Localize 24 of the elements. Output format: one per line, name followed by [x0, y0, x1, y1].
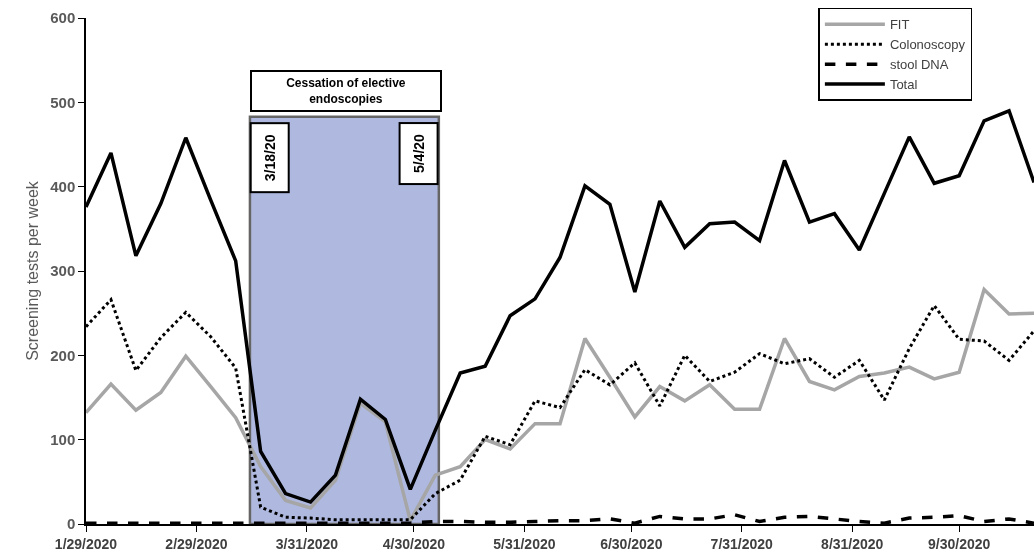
y-tick-label: 100 — [50, 430, 76, 448]
y-tick-label: 600 — [50, 9, 76, 27]
band-label: Cessation of elective endoscopies — [286, 76, 406, 106]
y-tick-label: 500 — [50, 93, 76, 111]
y-axis-title: Screening tests per week — [23, 180, 41, 361]
legend-label: stool DNA — [889, 57, 949, 73]
x-tick-label: 3/31/2020 — [275, 535, 339, 552]
annotation: 3/18/20 — [261, 134, 278, 182]
legend-label: FIT — [889, 17, 910, 33]
x-tick-label: 4/30/2020 — [382, 535, 446, 552]
annotation: 5/4/20 — [410, 133, 427, 174]
x-tick-label: 6/30/2020 — [600, 535, 663, 552]
x-tick-label: 7/31/2020 — [710, 535, 774, 552]
y-tick-label: 200 — [50, 346, 76, 364]
y-tick-label: 0 — [66, 515, 76, 533]
x-tick-label: 8/31/2020 — [821, 535, 884, 552]
x-tick-label: 9/30/2020 — [928, 535, 991, 552]
legend-label: Colonoscopy — [889, 37, 966, 53]
x-tick-label: 1/29/2020 — [54, 535, 118, 552]
y-tick-label: 400 — [50, 177, 76, 195]
x-tick-label: 5/31/2020 — [493, 535, 556, 552]
x-tick-label: 2/29/2020 — [165, 535, 228, 552]
legend-label: Total — [889, 77, 918, 93]
y-tick-label: 300 — [50, 262, 76, 280]
